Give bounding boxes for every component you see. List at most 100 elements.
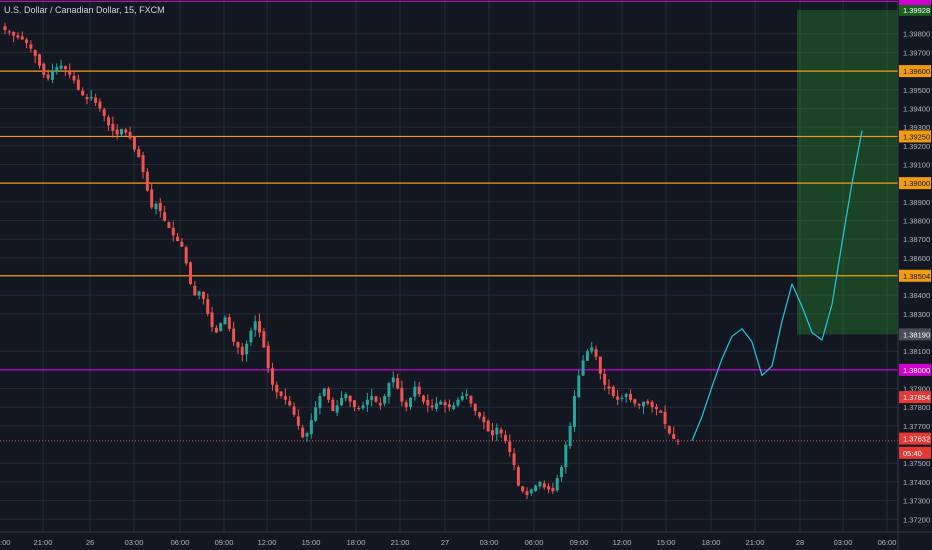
x-tick-label-partial: :00 <box>0 538 10 547</box>
candle-body <box>469 395 473 404</box>
candle-body <box>258 321 262 333</box>
x-tick-label: 06:00 <box>878 538 897 547</box>
candle-body <box>89 97 93 99</box>
candle-body <box>409 397 413 407</box>
chart-title: U.S. Dollar / Canadian Dollar, 15, FXCM <box>4 5 165 15</box>
candle-body <box>482 416 486 423</box>
candle-body <box>42 63 46 75</box>
x-tick-label: 26 <box>86 538 94 547</box>
candle-body <box>279 391 283 397</box>
candle-body <box>672 434 676 439</box>
candle-body <box>296 416 300 426</box>
candle-body <box>547 486 551 490</box>
candle-body <box>262 331 266 348</box>
level-price-tag: 1.39600 <box>903 67 930 76</box>
candle-body <box>85 97 89 100</box>
candle-body <box>12 31 16 36</box>
candle-body <box>180 241 184 247</box>
y-tick-label: 1.39500 <box>903 86 930 95</box>
x-tick-label: 09:00 <box>215 538 234 547</box>
y-tick-label: 1.38700 <box>903 235 930 244</box>
candle-body <box>124 129 128 133</box>
candle-body <box>227 317 231 329</box>
candle-body <box>249 330 253 343</box>
y-tick-label: 1.37200 <box>903 515 930 524</box>
candle-body <box>637 403 641 406</box>
candle-body <box>154 203 158 210</box>
candle-body <box>611 386 615 397</box>
x-tick-label: 15:00 <box>657 538 676 547</box>
candle-body <box>529 489 533 494</box>
candle-body <box>555 478 559 491</box>
candle-body <box>624 394 628 397</box>
candle-body <box>508 441 512 453</box>
candle-body <box>223 317 227 325</box>
candle-body <box>551 487 555 492</box>
candle-body <box>38 54 42 66</box>
x-tick-label: 18:00 <box>702 538 721 547</box>
level-price-tag: 1.38000 <box>903 366 930 375</box>
candle-body <box>128 132 132 139</box>
candle-body <box>590 347 594 352</box>
y-tick-label: 1.39200 <box>903 142 930 151</box>
price-tag: 1.37854 <box>903 393 930 402</box>
candle-body <box>193 285 197 296</box>
candle-body <box>98 101 102 109</box>
level-price-tag-box <box>899 363 931 376</box>
candle-body <box>361 405 365 409</box>
candle-body <box>667 425 671 434</box>
candle-body <box>542 483 546 488</box>
candle-body <box>663 411 667 425</box>
candle-body <box>59 65 63 69</box>
candle-body <box>404 402 408 408</box>
x-tick-label: 15:00 <box>302 538 321 547</box>
level-price-tag-box <box>899 130 931 143</box>
y-tick-label: 1.39700 <box>903 48 930 57</box>
candle-body <box>344 394 348 399</box>
candle-body <box>396 378 400 389</box>
candle-body <box>650 401 654 408</box>
candle-body <box>137 149 141 157</box>
candle-body <box>119 128 123 135</box>
candle-body <box>33 49 37 57</box>
candle-body <box>577 375 581 398</box>
y-tick-label: 1.38400 <box>903 291 930 300</box>
x-tick-label: 21:00 <box>746 538 765 547</box>
candle-body <box>189 262 193 284</box>
candle-body <box>525 491 529 495</box>
candle-body <box>309 420 313 435</box>
candle-body <box>245 343 249 355</box>
candle-body <box>607 386 611 389</box>
candle-body <box>219 323 223 332</box>
candle-body <box>275 384 279 393</box>
price-tag-box <box>899 328 931 341</box>
candle-body <box>348 395 352 402</box>
candle-body <box>115 129 119 135</box>
x-tick-label: 21:00 <box>34 538 53 547</box>
candle-body <box>443 402 447 406</box>
y-tick-label: 1.38300 <box>903 310 930 319</box>
candle-body <box>270 368 274 385</box>
y-tick-label: 1.37700 <box>903 422 930 431</box>
level-price-tag-box <box>899 65 931 78</box>
candle-body <box>413 386 417 397</box>
x-tick-label: 03:00 <box>834 538 853 547</box>
candle-body <box>426 400 430 406</box>
candle-body <box>232 328 236 342</box>
candle-body <box>598 356 602 374</box>
candle-body <box>620 397 624 399</box>
candle-body <box>383 396 387 404</box>
x-tick-label: 21:00 <box>391 538 410 547</box>
candle-body <box>659 410 663 413</box>
candle-body <box>499 429 503 434</box>
candle-body <box>46 74 50 79</box>
level-price-tag-box <box>899 177 931 190</box>
candle-body <box>50 71 54 80</box>
y-tick-label: 1.38900 <box>903 198 930 207</box>
candle-body <box>184 247 188 264</box>
countdown-tag-box <box>899 446 931 459</box>
top-level-tag-box <box>899 0 931 5</box>
candle-body <box>452 405 456 409</box>
candle-body <box>305 433 309 437</box>
